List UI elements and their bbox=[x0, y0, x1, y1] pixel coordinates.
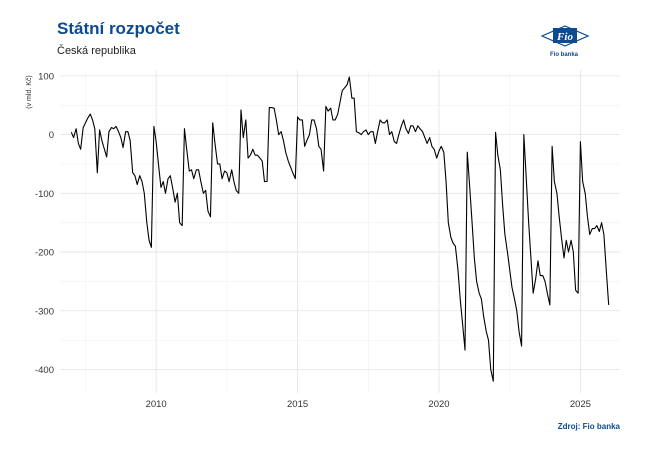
fio-banka-logo: Fio bbox=[540, 25, 590, 47]
x-tick-label: 2015 bbox=[287, 399, 308, 410]
y-tick-label: -200 bbox=[35, 248, 54, 259]
x-tick-label: 2020 bbox=[428, 399, 449, 410]
chart-title: Státní rozpočet bbox=[57, 19, 180, 38]
y-tick-label: -100 bbox=[35, 189, 54, 200]
svg-text:Fio: Fio bbox=[556, 31, 573, 43]
x-axis-tick-labels: 2010 2015 2020 2025 bbox=[146, 399, 591, 410]
x-tick-label: 2025 bbox=[570, 399, 591, 410]
y-tick-label: -300 bbox=[35, 306, 54, 317]
y-tick-label: -400 bbox=[35, 365, 54, 376]
y-tick-label: 0 bbox=[49, 130, 54, 141]
y-axis-label: (v mld. Kč) bbox=[26, 75, 33, 108]
y-tick-label: 100 bbox=[38, 71, 54, 82]
budget-balance-line bbox=[70, 76, 610, 382]
logo-label: Fio banka bbox=[550, 52, 579, 58]
y-axis-tick-labels: 100 0 -100 -200 -300 -400 bbox=[35, 71, 54, 376]
chart-subtitle: Česká republika bbox=[57, 45, 136, 57]
major-gridlines bbox=[60, 70, 620, 393]
source-note: Zdroj: Fio banka bbox=[557, 422, 620, 431]
x-tick-label: 2010 bbox=[146, 399, 167, 410]
minor-gridlines bbox=[60, 70, 620, 393]
